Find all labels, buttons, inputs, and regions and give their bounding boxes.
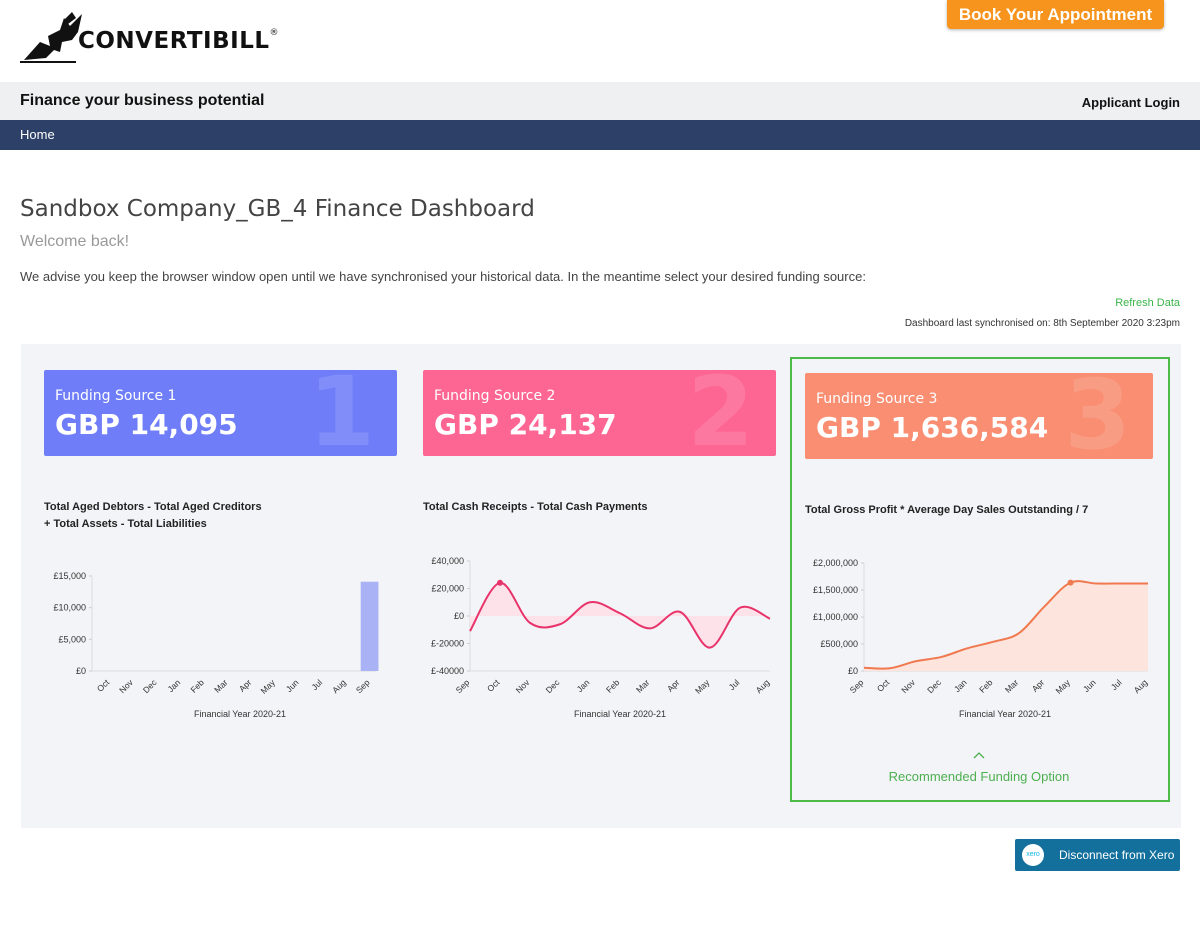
card-label: Funding Source 1 xyxy=(55,388,177,404)
card-label: Funding Source 2 xyxy=(434,388,556,404)
card-value: GBP 1,636,584 xyxy=(816,411,1049,444)
refresh-data-link[interactable]: Refresh Data xyxy=(1115,297,1180,309)
chart-1-title: Total Aged Debtors - Total Aged Creditor… xyxy=(44,499,364,533)
chart-2-title: Total Cash Receipts - Total Cash Payment… xyxy=(423,501,648,513)
card-value: GBP 14,095 xyxy=(55,408,238,441)
xero-button-label: Disconnect from Xero xyxy=(1059,848,1175,862)
nav-home-link[interactable]: Home xyxy=(20,127,55,142)
chart-1-title-line1: Total Aged Debtors - Total Aged Creditor… xyxy=(44,501,262,513)
recommended-label: Recommended Funding Option xyxy=(888,769,1070,784)
card-number: 1 xyxy=(308,370,375,456)
page-title: Sandbox Company_GB_4 Finance Dashboard xyxy=(20,196,535,222)
tagline-bar: Finance your business potential Applican… xyxy=(0,82,1200,120)
sync-status: Dashboard last synchronised on: 8th Sept… xyxy=(904,318,1180,329)
book-appointment-button[interactable]: Book Your Appointment xyxy=(947,0,1164,29)
xero-logo-icon: xero xyxy=(1022,844,1044,866)
advise-text: We advise you keep the browser window op… xyxy=(20,269,866,284)
main-nav: Home xyxy=(0,120,1200,150)
card-label: Funding Source 3 xyxy=(816,391,938,407)
chart-1-title-line2: + Total Assets - Total Liabilities xyxy=(44,518,207,530)
logo-wordmark: CONVERTIBILL® xyxy=(78,28,280,54)
funding-source-2-card[interactable]: 2 Funding Source 2 GBP 24,137 xyxy=(423,370,776,456)
tagline: Finance your business potential xyxy=(20,92,265,109)
disconnect-xero-button[interactable]: xero Disconnect from Xero xyxy=(1015,839,1180,871)
card-number: 3 xyxy=(1064,373,1131,459)
funding-source-3-card[interactable]: 3 Funding Source 3 GBP 1,636,584 xyxy=(805,373,1153,459)
welcome-message: Welcome back! xyxy=(20,233,130,250)
pegasus-logo-icon[interactable] xyxy=(20,10,260,66)
funding-source-1-card[interactable]: 1 Funding Source 1 GBP 14,095 xyxy=(44,370,397,456)
site-header: CONVERTIBILL® Book Your Appointment xyxy=(0,0,1200,82)
card-number: 2 xyxy=(687,370,754,456)
chevron-up-icon xyxy=(973,752,985,759)
card-value: GBP 24,137 xyxy=(434,408,617,441)
chart-3-title: Total Gross Profit * Average Day Sales O… xyxy=(805,504,1089,516)
recommended-highlight xyxy=(790,357,1170,802)
applicant-login-link[interactable]: Applicant Login xyxy=(1081,95,1180,110)
